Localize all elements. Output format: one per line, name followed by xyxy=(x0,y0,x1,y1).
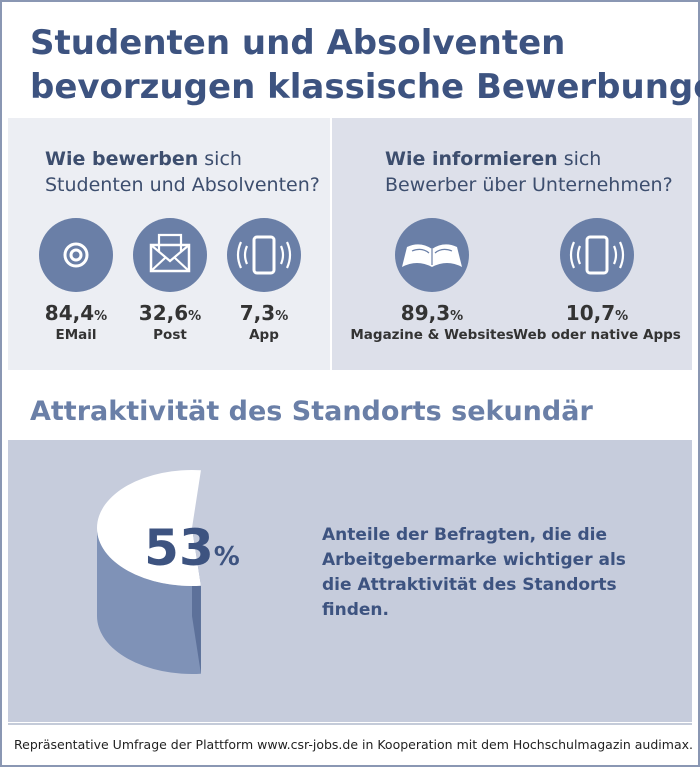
stat-label: Magazine & Websites xyxy=(350,327,513,343)
icon xyxy=(149,243,191,273)
stat-value: 84,4% xyxy=(45,301,107,325)
section-title: Attraktivität des Standorts sekundär xyxy=(30,396,593,427)
icon xyxy=(252,235,276,275)
stat-value: 7,3% xyxy=(240,301,288,325)
stat-number: 32,6 xyxy=(139,301,188,325)
pie-caption: finden. xyxy=(322,600,389,620)
icon xyxy=(150,233,190,272)
heading: Wie bewerben sich xyxy=(45,148,242,170)
stat-value: 89,3% xyxy=(401,301,463,325)
pie-caption: Anteile der Befragten, die die xyxy=(322,525,607,545)
heading-bold: Wie informieren xyxy=(385,148,558,170)
icon xyxy=(63,242,89,268)
stat-unit: % xyxy=(615,309,628,324)
stat-number: 10,7 xyxy=(566,301,615,325)
pie-caption: Arbeitgebermarke wichtiger als xyxy=(322,550,626,570)
icon-circle xyxy=(560,218,634,292)
pie-number: 53 xyxy=(144,519,214,577)
title: bevorzugen klassische Bewerbungen xyxy=(30,67,700,107)
heading-rest: sich xyxy=(204,148,242,170)
stat-label: Post xyxy=(153,327,187,343)
heading: Wie informieren sich xyxy=(385,148,601,170)
stat-unit: % xyxy=(94,309,107,324)
title: Studenten und Absolventen xyxy=(30,23,565,63)
icon-circle xyxy=(133,218,207,292)
stat-number: 89,3 xyxy=(401,301,450,325)
stat-number: 7,3 xyxy=(240,301,275,325)
heading-bold: Wie bewerben xyxy=(45,148,198,170)
stat-label: Web oder native Apps xyxy=(513,327,681,343)
stat-value: 32,6% xyxy=(139,301,201,325)
pie-side xyxy=(97,528,201,675)
heading-rest: sich xyxy=(564,148,602,170)
icon xyxy=(585,235,609,275)
stat-label: App xyxy=(249,327,279,343)
icon-circle xyxy=(227,218,301,292)
footer: Repräsentative Umfrage der Plattform www… xyxy=(14,737,693,752)
heading: Studenten und Absolventen? xyxy=(45,174,320,196)
stat-number: 84,4 xyxy=(45,301,94,325)
stat-unit: % xyxy=(450,309,463,324)
stat-unit: % xyxy=(188,309,201,324)
icon xyxy=(236,241,292,269)
heading: Bewerber über Unternehmen? xyxy=(385,174,673,196)
stat-unit: % xyxy=(275,309,288,324)
pie-label: 53% xyxy=(144,519,240,577)
pie-caption: die Attraktivität des Standorts xyxy=(322,575,617,595)
pie-unit: % xyxy=(214,542,240,572)
icon xyxy=(411,248,453,265)
stat-value: 10,7% xyxy=(566,301,628,325)
icon xyxy=(569,241,625,269)
stat-label: EMail xyxy=(55,327,96,343)
icon-circle xyxy=(39,218,113,292)
icon xyxy=(69,248,83,262)
pie-slice xyxy=(97,470,201,586)
